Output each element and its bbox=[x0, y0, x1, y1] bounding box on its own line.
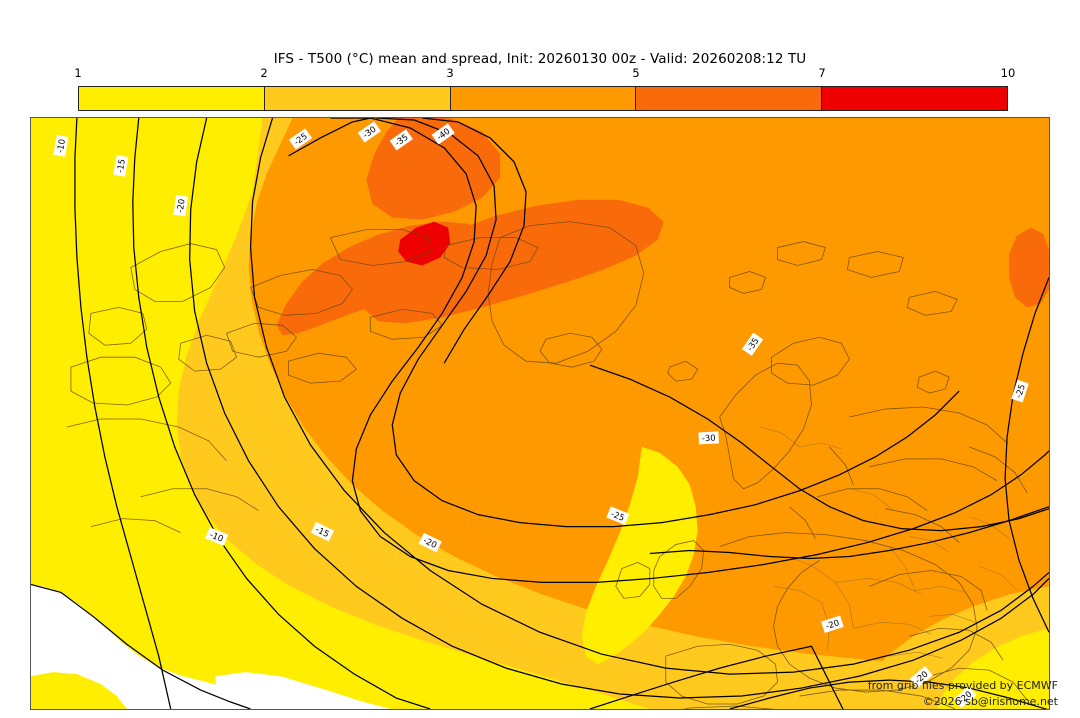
colorbar-tick-1: 1 bbox=[74, 66, 82, 80]
svg-text:-10: -10 bbox=[55, 138, 67, 153]
colorbar-tick-3: 3 bbox=[446, 66, 454, 80]
contour-lines bbox=[31, 118, 1049, 709]
spread-band-1-2-tongue bbox=[581, 446, 698, 665]
contour-labels: -10 -15 -20 -25 -30 -35 bbox=[53, 121, 1029, 709]
svg-text:-20: -20 bbox=[175, 198, 187, 213]
svg-text:-20: -20 bbox=[824, 617, 840, 631]
map-canvas: -10 -15 -20 -25 -30 -35 bbox=[31, 118, 1049, 709]
colorbar-tick-7: 7 bbox=[818, 66, 826, 80]
spread-band-2-3 bbox=[176, 118, 1049, 709]
colorbar-band-1-2 bbox=[79, 87, 264, 110]
coastlines bbox=[66, 221, 1028, 709]
svg-text:-10: -10 bbox=[208, 529, 225, 543]
svg-text:-25: -25 bbox=[1013, 383, 1027, 399]
colorbar-band-5-7 bbox=[635, 87, 822, 110]
credits-line-2: ©2026 sb@irishome.net bbox=[922, 695, 1058, 709]
colorbar-band-3-5 bbox=[449, 87, 636, 110]
spread-band-1-2-se bbox=[937, 628, 1049, 709]
page-title: IFS - T500 (°C) mean and spread, Init: 2… bbox=[273, 51, 807, 67]
spread-below-1-region-b bbox=[215, 672, 391, 709]
credits: from grib files provided by ECMWF ©2026 … bbox=[868, 678, 1058, 710]
colorbar-bands bbox=[78, 86, 1008, 111]
spread-below-1-notch bbox=[31, 672, 127, 709]
country-borders bbox=[759, 426, 1018, 659]
colorbar-band-7-10 bbox=[821, 87, 1007, 110]
colorbar-tick-2: 2 bbox=[260, 66, 268, 80]
spread-band-5-7-d bbox=[1009, 227, 1049, 308]
svg-text:-25: -25 bbox=[610, 508, 627, 522]
colorbar: 1 2 3 5 7 10 bbox=[74, 66, 1015, 111]
colorbar-band-2-3 bbox=[263, 87, 450, 110]
colorbar-tick-10: 10 bbox=[1000, 66, 1016, 80]
weather-map[interactable]: -10 -15 -20 -25 -30 -35 bbox=[30, 117, 1050, 710]
spread-band-5-7-b bbox=[362, 199, 664, 324]
svg-text:-30: -30 bbox=[701, 433, 715, 444]
credits-line-1: from grib files provided by ECMWF bbox=[867, 679, 1058, 693]
svg-text:-15: -15 bbox=[115, 158, 127, 173]
colorbar-tick-labels: 1 2 3 5 7 10 bbox=[74, 66, 1015, 84]
colorbar-tick-5: 5 bbox=[632, 66, 640, 80]
